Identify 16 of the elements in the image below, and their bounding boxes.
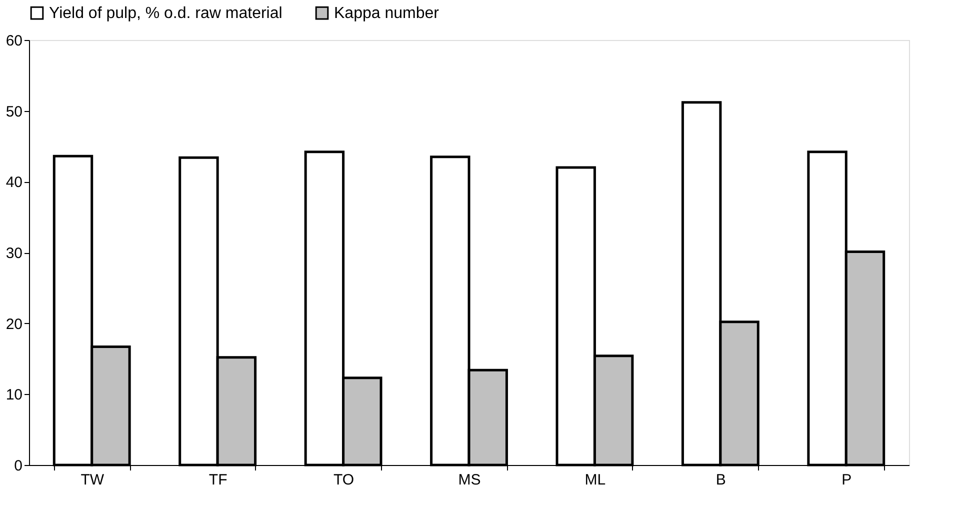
y-tick-label: 50 [6, 103, 22, 120]
x-tick-label: P [842, 472, 852, 488]
x-tick-label: TF [208, 472, 228, 488]
x-tick-label: B [716, 472, 726, 488]
y-tick-label: 0 [14, 458, 22, 474]
y-tick-label: 40 [6, 174, 22, 192]
x-tick-label: TW [80, 472, 105, 488]
y-tick-label: 60 [6, 32, 22, 50]
x-tick-label: TO [334, 472, 354, 488]
y-tick-label: 30 [6, 245, 22, 262]
y-tick-label: 10 [6, 386, 22, 404]
x-tick-label: ML [584, 472, 606, 488]
legend-label: Kappa number [334, 5, 440, 22]
legend-label: Yield of pulp, % o.d. raw material [49, 5, 282, 22]
y-tick-label: 20 [6, 316, 22, 333]
x-tick-label: MS [458, 472, 481, 488]
